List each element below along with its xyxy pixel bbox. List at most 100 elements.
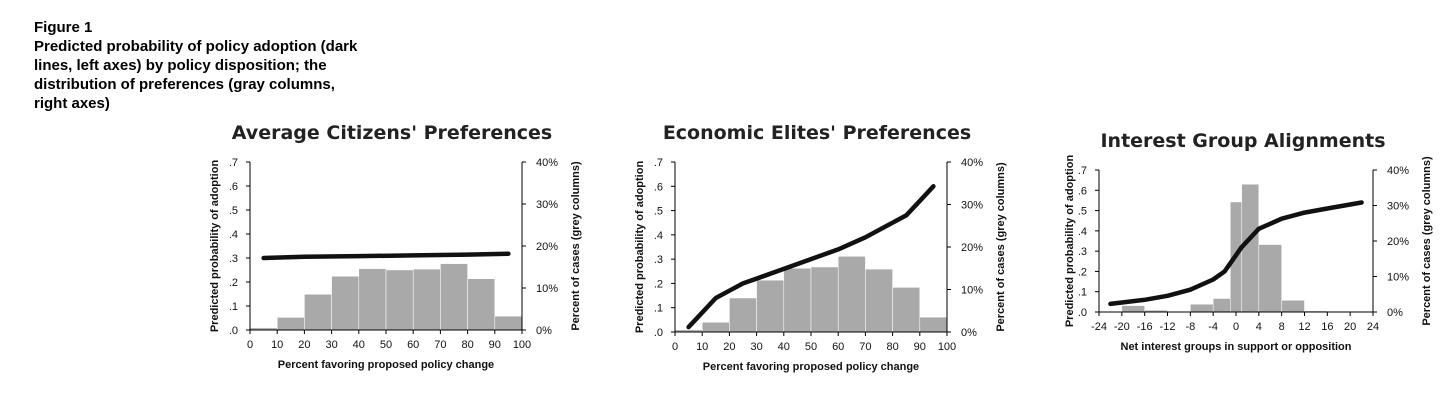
chart-interest-group-alignments: Interest Group Alignments .0 .1 .2 .3 .4 .5 .6.…	[1064, 130, 1433, 353]
x-tick-label: 90	[914, 341, 926, 353]
y2-tick-label: 0%	[536, 325, 552, 337]
bar-column	[783, 268, 812, 333]
x-tick-label: 20	[298, 339, 310, 351]
x-tick-label: 0	[247, 339, 253, 351]
x-tick-label: 60	[832, 341, 844, 353]
y2-tick-label: 20%	[536, 241, 558, 253]
y2-tick-label: 40%	[1387, 165, 1409, 177]
x-tick-label: 20	[1344, 321, 1356, 333]
chart-average-citizens: Average Citizens' Preferences .0 .1 .2 .3 .4.…	[209, 122, 582, 371]
bar-column	[331, 275, 360, 331]
x-tick-label: 100	[513, 339, 531, 351]
y2-tick-label: 40%	[536, 157, 558, 169]
chart-title: Economic Elites' Preferences	[663, 122, 971, 144]
y2-tick-label: 10%	[961, 285, 983, 297]
x-tick-label: 30	[750, 341, 762, 353]
figure-label: Figure 1	[34, 19, 93, 36]
y-tick-label: .3	[654, 254, 663, 266]
panel-average-citizens: Average Citizens' Preferences .0 .1 .2 .3 .4.…	[200, 112, 600, 397]
y-tick-label: .0	[229, 325, 238, 337]
y-tick-label: .1	[229, 301, 238, 313]
y-tick-label: .2	[229, 277, 238, 289]
y-tick-label: .1	[1078, 287, 1087, 299]
x-tick-label: 60	[407, 339, 419, 351]
panel-economic-elites: Economic Elites' Preferences .0 .1 .2 .3 .4 .5…	[625, 112, 1025, 397]
x-tick-label: 4	[1256, 321, 1262, 333]
y2-axis-label: Percent of cases (grey columns)	[995, 162, 1007, 332]
bar-column	[1190, 303, 1214, 313]
y-tick-label: .1	[654, 303, 663, 315]
x-tick-label: 8	[1279, 321, 1285, 333]
x-tick-label: -20	[1114, 321, 1130, 333]
y2-tick-label: 20%	[961, 242, 983, 254]
y-tick-label: .0	[654, 327, 663, 339]
y2-tick-label: 10%	[536, 283, 558, 295]
y-axis-label: Predicted probability of adoption	[209, 160, 221, 333]
bar-column	[276, 317, 305, 331]
x-tick-label: 20	[723, 341, 735, 353]
bar-column	[467, 278, 496, 331]
x-tick-label: 50	[805, 341, 817, 353]
bar-column	[304, 294, 332, 331]
x-tick-label: 80	[461, 339, 473, 351]
y2-tick-label: 40%	[961, 157, 983, 169]
bar-column	[1241, 183, 1260, 313]
prediction-line	[1108, 200, 1364, 307]
y-tick-label: .5	[229, 205, 238, 217]
bar-column	[919, 316, 948, 333]
bar-column	[701, 321, 730, 333]
chart-title: Average Citizens' Preferences	[232, 122, 552, 144]
bar-column	[494, 315, 523, 331]
y2-tick-label: 30%	[536, 199, 558, 211]
y-tick-label: .7	[654, 157, 663, 169]
bar-column	[1121, 305, 1145, 313]
bar-column	[729, 297, 757, 333]
x-tick-label: 10	[271, 339, 283, 351]
y-tick-label: .7	[229, 157, 238, 169]
x-tick-label: 70	[434, 339, 446, 351]
x-tick-label: 80	[886, 341, 898, 353]
y2-tick-label: 0%	[961, 327, 977, 339]
y2-tick-label: 10%	[1387, 272, 1409, 284]
y-tick-label: .2	[654, 278, 663, 290]
figure-heading: Figure 1 Predicted probability of policy…	[34, 18, 434, 113]
x-tick-label: 12	[1298, 321, 1310, 333]
figure-caption-line-3: distribution of preferences (gray column…	[34, 76, 335, 93]
y-tick-label: .4	[229, 229, 238, 241]
x-tick-label: -8	[1185, 321, 1195, 333]
x-tick-label: 0	[672, 341, 678, 353]
prediction-line	[686, 184, 936, 330]
bar-column	[412, 268, 441, 331]
figure-caption-line-1: Predicted probability of policy adoption…	[34, 38, 358, 55]
y-tick-label: .6	[654, 181, 663, 193]
chart-economic-elites: Economic Elites' Preferences .0 .1 .2 .3 .4 .5…	[634, 122, 1007, 373]
x-tick-label: 40	[353, 339, 365, 351]
x-axis-label: Percent favoring proposed policy change	[278, 359, 494, 371]
x-tick-label: 90	[489, 339, 501, 351]
y-tick-label: .5	[654, 206, 663, 218]
prediction-line	[261, 251, 511, 261]
bar-column	[440, 263, 468, 331]
y2-tick-label: 30%	[1387, 201, 1409, 213]
y-tick-label: .6	[229, 181, 238, 193]
x-tick-label: 100	[938, 341, 956, 353]
panel-interest-groups: Interest Group Alignments .0 .1 .2 .3 .4 .5 .6.…	[1055, 112, 1455, 397]
y2-axis-label: Percent of cases (grey columns)	[1421, 156, 1433, 326]
bar-column	[1258, 244, 1282, 313]
x-tick-label: 70	[859, 341, 871, 353]
chart-title: Interest Group Alignments	[1100, 130, 1385, 152]
x-tick-label: 30	[325, 339, 337, 351]
bar-column	[1212, 298, 1231, 313]
y-tick-label: .3	[229, 253, 238, 265]
x-axis-label: Net interest groups in support or opposi…	[1121, 341, 1352, 353]
y2-tick-label: 20%	[1387, 236, 1409, 248]
bar-column	[756, 279, 785, 333]
x-tick-label: 10	[696, 341, 708, 353]
bar-column	[385, 269, 414, 331]
y-tick-label: .5	[1078, 206, 1087, 218]
bar-column	[1281, 300, 1305, 313]
y-tick-label: .4	[1078, 226, 1087, 238]
y2-axis-label: Percent of cases (grey columns)	[570, 161, 582, 331]
x-tick-label: 40	[778, 341, 790, 353]
x-tick-label: 50	[380, 339, 392, 351]
